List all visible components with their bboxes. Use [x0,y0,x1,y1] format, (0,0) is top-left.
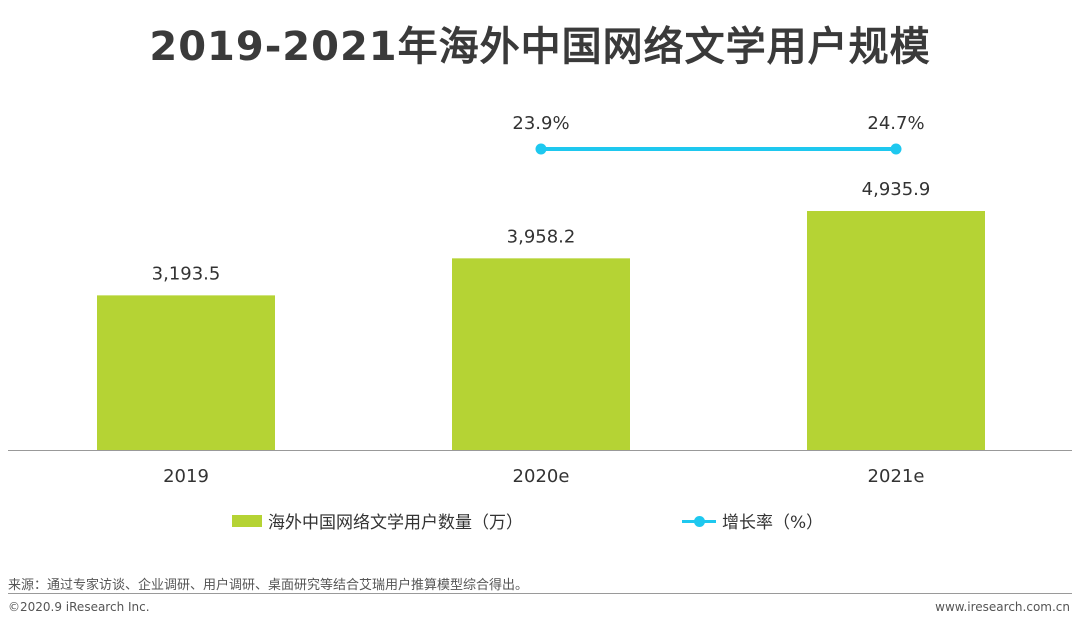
chart-legend: 海外中国网络文学用户数量（万） 增长率（%） [0,508,1080,534]
growth-rate-label-2020e: 23.9% [512,113,569,134]
footer-divider [8,593,1072,594]
x-tick-label-2020e: 2020e [513,466,570,487]
bar-2020e [452,258,630,450]
legend-line-swatch-icon [682,515,716,527]
bar-value-label-2020e: 3,958.2 [507,226,576,247]
bar-2019 [97,295,275,450]
legend-item-growth-rate: 增长率（%） [682,508,823,533]
growth-rate-label-2021e: 24.7% [867,113,924,134]
bar-value-label-2019: 3,193.5 [152,263,221,284]
legend-bar-swatch-icon [232,514,262,527]
website-link[interactable]: www.iresearch.com.cn [935,600,1070,614]
copyright-text: ©2020.9 iResearch Inc. [8,600,150,614]
growth-rate-point-2020e [535,143,547,155]
chart-title: 2019-2021年海外中国网络文学用户规模 [149,24,931,70]
source-note: 来源：通过专家访谈、企业调研、用户调研、桌面研究等结合艾瑞用户推算模型综合得出。 [8,578,529,593]
growth-rate-point-2021e [890,143,902,155]
x-tick-label-2019: 2019 [163,466,209,487]
bar-2021e [807,211,985,450]
legend-line-label: 增长率（%） [722,513,824,533]
bar-value-label-2021e: 4,935.9 [862,179,931,200]
chart-canvas: 3,193.5 2019 3,958.2 2020e 4,935.9 2021e 23.9%… [8,113,1072,487]
legend-item-user-count: 海外中国网络文学用户数量（万） [232,508,523,533]
legend-bar-label: 海外中国网络文学用户数量（万） [268,513,523,533]
x-tick-label-2021e: 2021e [868,466,925,487]
